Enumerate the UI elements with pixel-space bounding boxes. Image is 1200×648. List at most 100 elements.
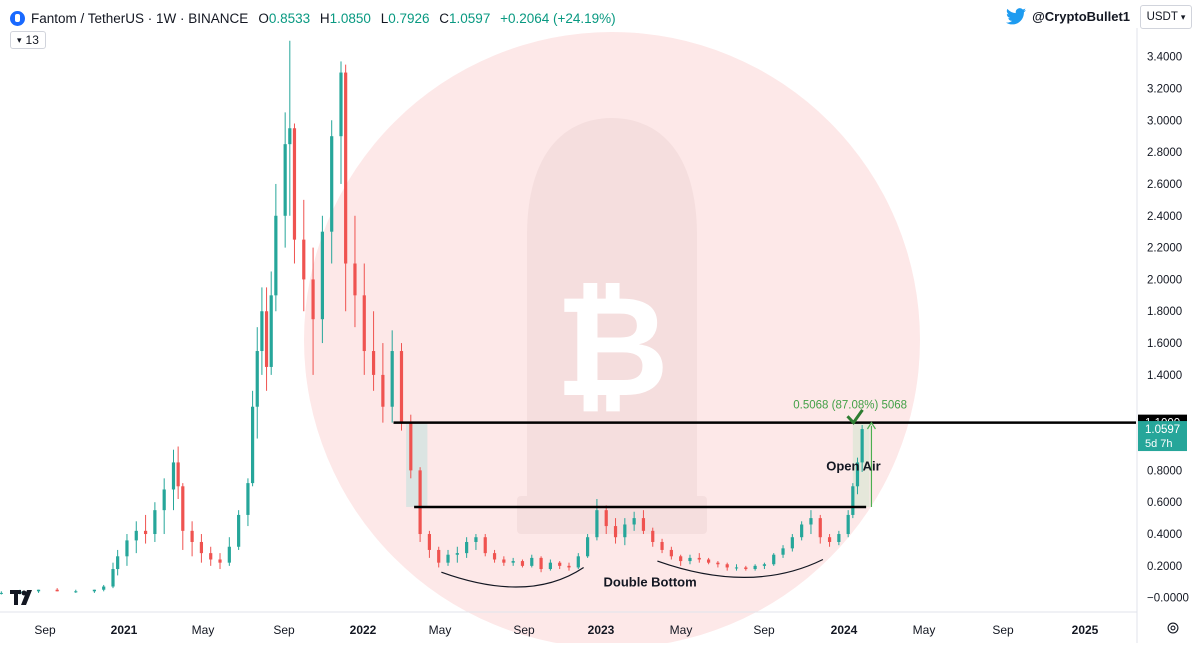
change-value: +0.2064 (+24.19%) <box>500 10 616 26</box>
candle-body <box>851 486 855 515</box>
x-tick-label: May <box>429 623 452 637</box>
gear-icon[interactable] <box>1166 621 1180 635</box>
candle-body <box>371 351 376 375</box>
x-tick-label: Sep <box>273 623 295 637</box>
watermark-bullet-tip <box>527 118 697 236</box>
currency-button[interactable]: USDT ▾ <box>1140 5 1192 29</box>
candle-body <box>153 510 157 535</box>
candle-body <box>283 144 287 216</box>
author-handle: @CryptoBullet1 <box>1032 9 1130 24</box>
candle-body <box>190 530 194 542</box>
low-value: 0.7926 <box>388 10 430 26</box>
bottom-arc-left <box>441 566 584 588</box>
y-tick-label: 2.6000 <box>1147 179 1182 191</box>
ohlc-legend: O0.8533 H1.0850 L0.7926 C1.0597 +0.2064 … <box>258 11 615 26</box>
x-tick-label: Sep <box>34 623 56 637</box>
candle-body <box>427 534 432 550</box>
candle-body <box>92 589 96 592</box>
candle-body <box>409 422 413 471</box>
candle-body <box>227 546 231 563</box>
y-tick-label: 2.8000 <box>1147 147 1182 159</box>
y-tick-label: 1.8000 <box>1147 306 1182 318</box>
y-tick-label: −0.0000 <box>1147 593 1189 605</box>
x-tick-label: May <box>670 623 693 637</box>
candle-body <box>381 374 385 407</box>
candle-body <box>125 540 129 557</box>
x-tick-label: Sep <box>992 623 1014 637</box>
open-value: 0.8533 <box>268 10 311 26</box>
close-label: C <box>439 10 450 26</box>
candle-body <box>595 510 599 538</box>
candle-body <box>860 429 864 463</box>
annotation-2: 0.5068 (87.08%) 5068 <box>793 399 907 411</box>
candle-body <box>530 557 534 566</box>
candle-body <box>446 554 450 563</box>
candle-body <box>474 537 478 542</box>
candle-body <box>734 567 739 569</box>
candle-body <box>269 295 273 367</box>
candle-body <box>288 128 292 145</box>
measure-arrow-head <box>866 421 876 430</box>
low-label: L <box>380 10 389 26</box>
last-price-text: 1.0597 <box>1145 424 1180 436</box>
x-tick-label: 2021 <box>111 623 138 637</box>
symbol-title[interactable]: Fantom / TetherUS · 1W · BINANCE <box>31 10 249 26</box>
candle-body <box>697 557 701 560</box>
candle-body <box>688 557 692 562</box>
y-tick-label: 2.0000 <box>1147 274 1182 286</box>
y-tick-label: 0.8000 <box>1147 465 1182 477</box>
candle-body <box>492 553 497 560</box>
candle-body <box>502 559 506 563</box>
y-tick-label: 3.2000 <box>1147 83 1182 95</box>
candle-body <box>781 548 785 555</box>
candle-body <box>302 239 306 280</box>
x-tick-label: 2025 <box>1072 623 1099 637</box>
candle-body <box>181 486 185 531</box>
candle-body <box>218 559 222 563</box>
y-tick-label: 1.4000 <box>1147 370 1182 382</box>
close-value: 1.0597 <box>449 10 491 26</box>
candle-body <box>344 72 348 264</box>
high-label: H <box>319 10 330 26</box>
candle-body <box>706 559 711 563</box>
candle-body <box>111 569 115 587</box>
candle-body <box>809 518 813 525</box>
candle-body <box>264 311 269 367</box>
candle-body <box>339 72 343 137</box>
candle-body <box>36 589 41 592</box>
tradingview-logo-icon <box>10 590 38 611</box>
candle-body <box>102 586 106 590</box>
y-tick-label: 2.4000 <box>1147 211 1182 223</box>
candle-body <box>246 483 250 515</box>
candle-body <box>209 553 213 560</box>
candle-body <box>762 564 767 566</box>
annotation-0: Open Air <box>826 458 880 473</box>
candle-body <box>274 215 278 296</box>
x-tick-label: 2023 <box>588 623 615 637</box>
candle-body <box>143 530 148 535</box>
candle-body <box>74 591 78 593</box>
tradingview-logo-icon <box>10 590 32 605</box>
candle-body <box>567 565 571 568</box>
candle-body <box>311 279 315 320</box>
candle-body <box>320 231 324 320</box>
candle-body <box>669 549 673 557</box>
y-tick-label: 0.4000 <box>1147 529 1182 541</box>
y-tick-label: 1.6000 <box>1147 338 1182 350</box>
indicator-badge[interactable]: ▾ 13 <box>10 31 46 49</box>
candle-body <box>520 561 525 566</box>
candle-body <box>465 541 469 554</box>
candle-body <box>237 514 241 547</box>
candle-body <box>134 530 138 541</box>
candle-body <box>800 524 804 538</box>
candle-body <box>772 554 776 565</box>
last-price-box <box>1138 421 1187 452</box>
candle-body <box>651 530 655 542</box>
annotation-1: Double Bottom <box>604 575 697 590</box>
candle-body <box>558 562 562 566</box>
x-tick-label: 2024 <box>831 623 858 637</box>
candle-body <box>260 311 264 352</box>
y-tick-label: 3.4000 <box>1147 52 1182 64</box>
